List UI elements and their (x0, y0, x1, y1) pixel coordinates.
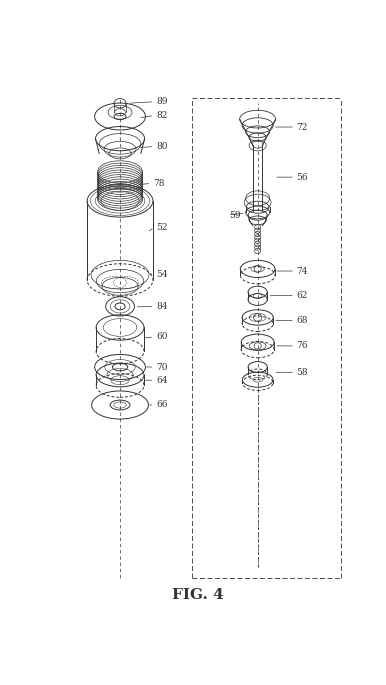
Text: 64: 64 (156, 375, 168, 385)
Text: FIG. 4: FIG. 4 (172, 588, 224, 602)
Text: 74: 74 (296, 266, 308, 275)
Text: 54: 54 (156, 270, 168, 279)
Text: 52: 52 (156, 223, 168, 232)
Text: 58: 58 (296, 368, 308, 377)
Text: 70: 70 (156, 362, 168, 371)
Text: 80: 80 (156, 142, 168, 151)
Text: 78: 78 (153, 179, 164, 188)
Text: 82: 82 (156, 111, 167, 120)
Text: 72: 72 (296, 123, 308, 132)
Text: 68: 68 (296, 316, 308, 325)
Text: 62: 62 (296, 291, 308, 300)
Text: 66: 66 (156, 401, 168, 410)
Text: 84: 84 (156, 302, 168, 311)
Text: 56: 56 (296, 173, 308, 182)
Text: 60: 60 (156, 332, 168, 341)
Text: 76: 76 (296, 341, 308, 351)
Text: 89: 89 (156, 97, 168, 106)
Text: 59: 59 (229, 210, 241, 220)
